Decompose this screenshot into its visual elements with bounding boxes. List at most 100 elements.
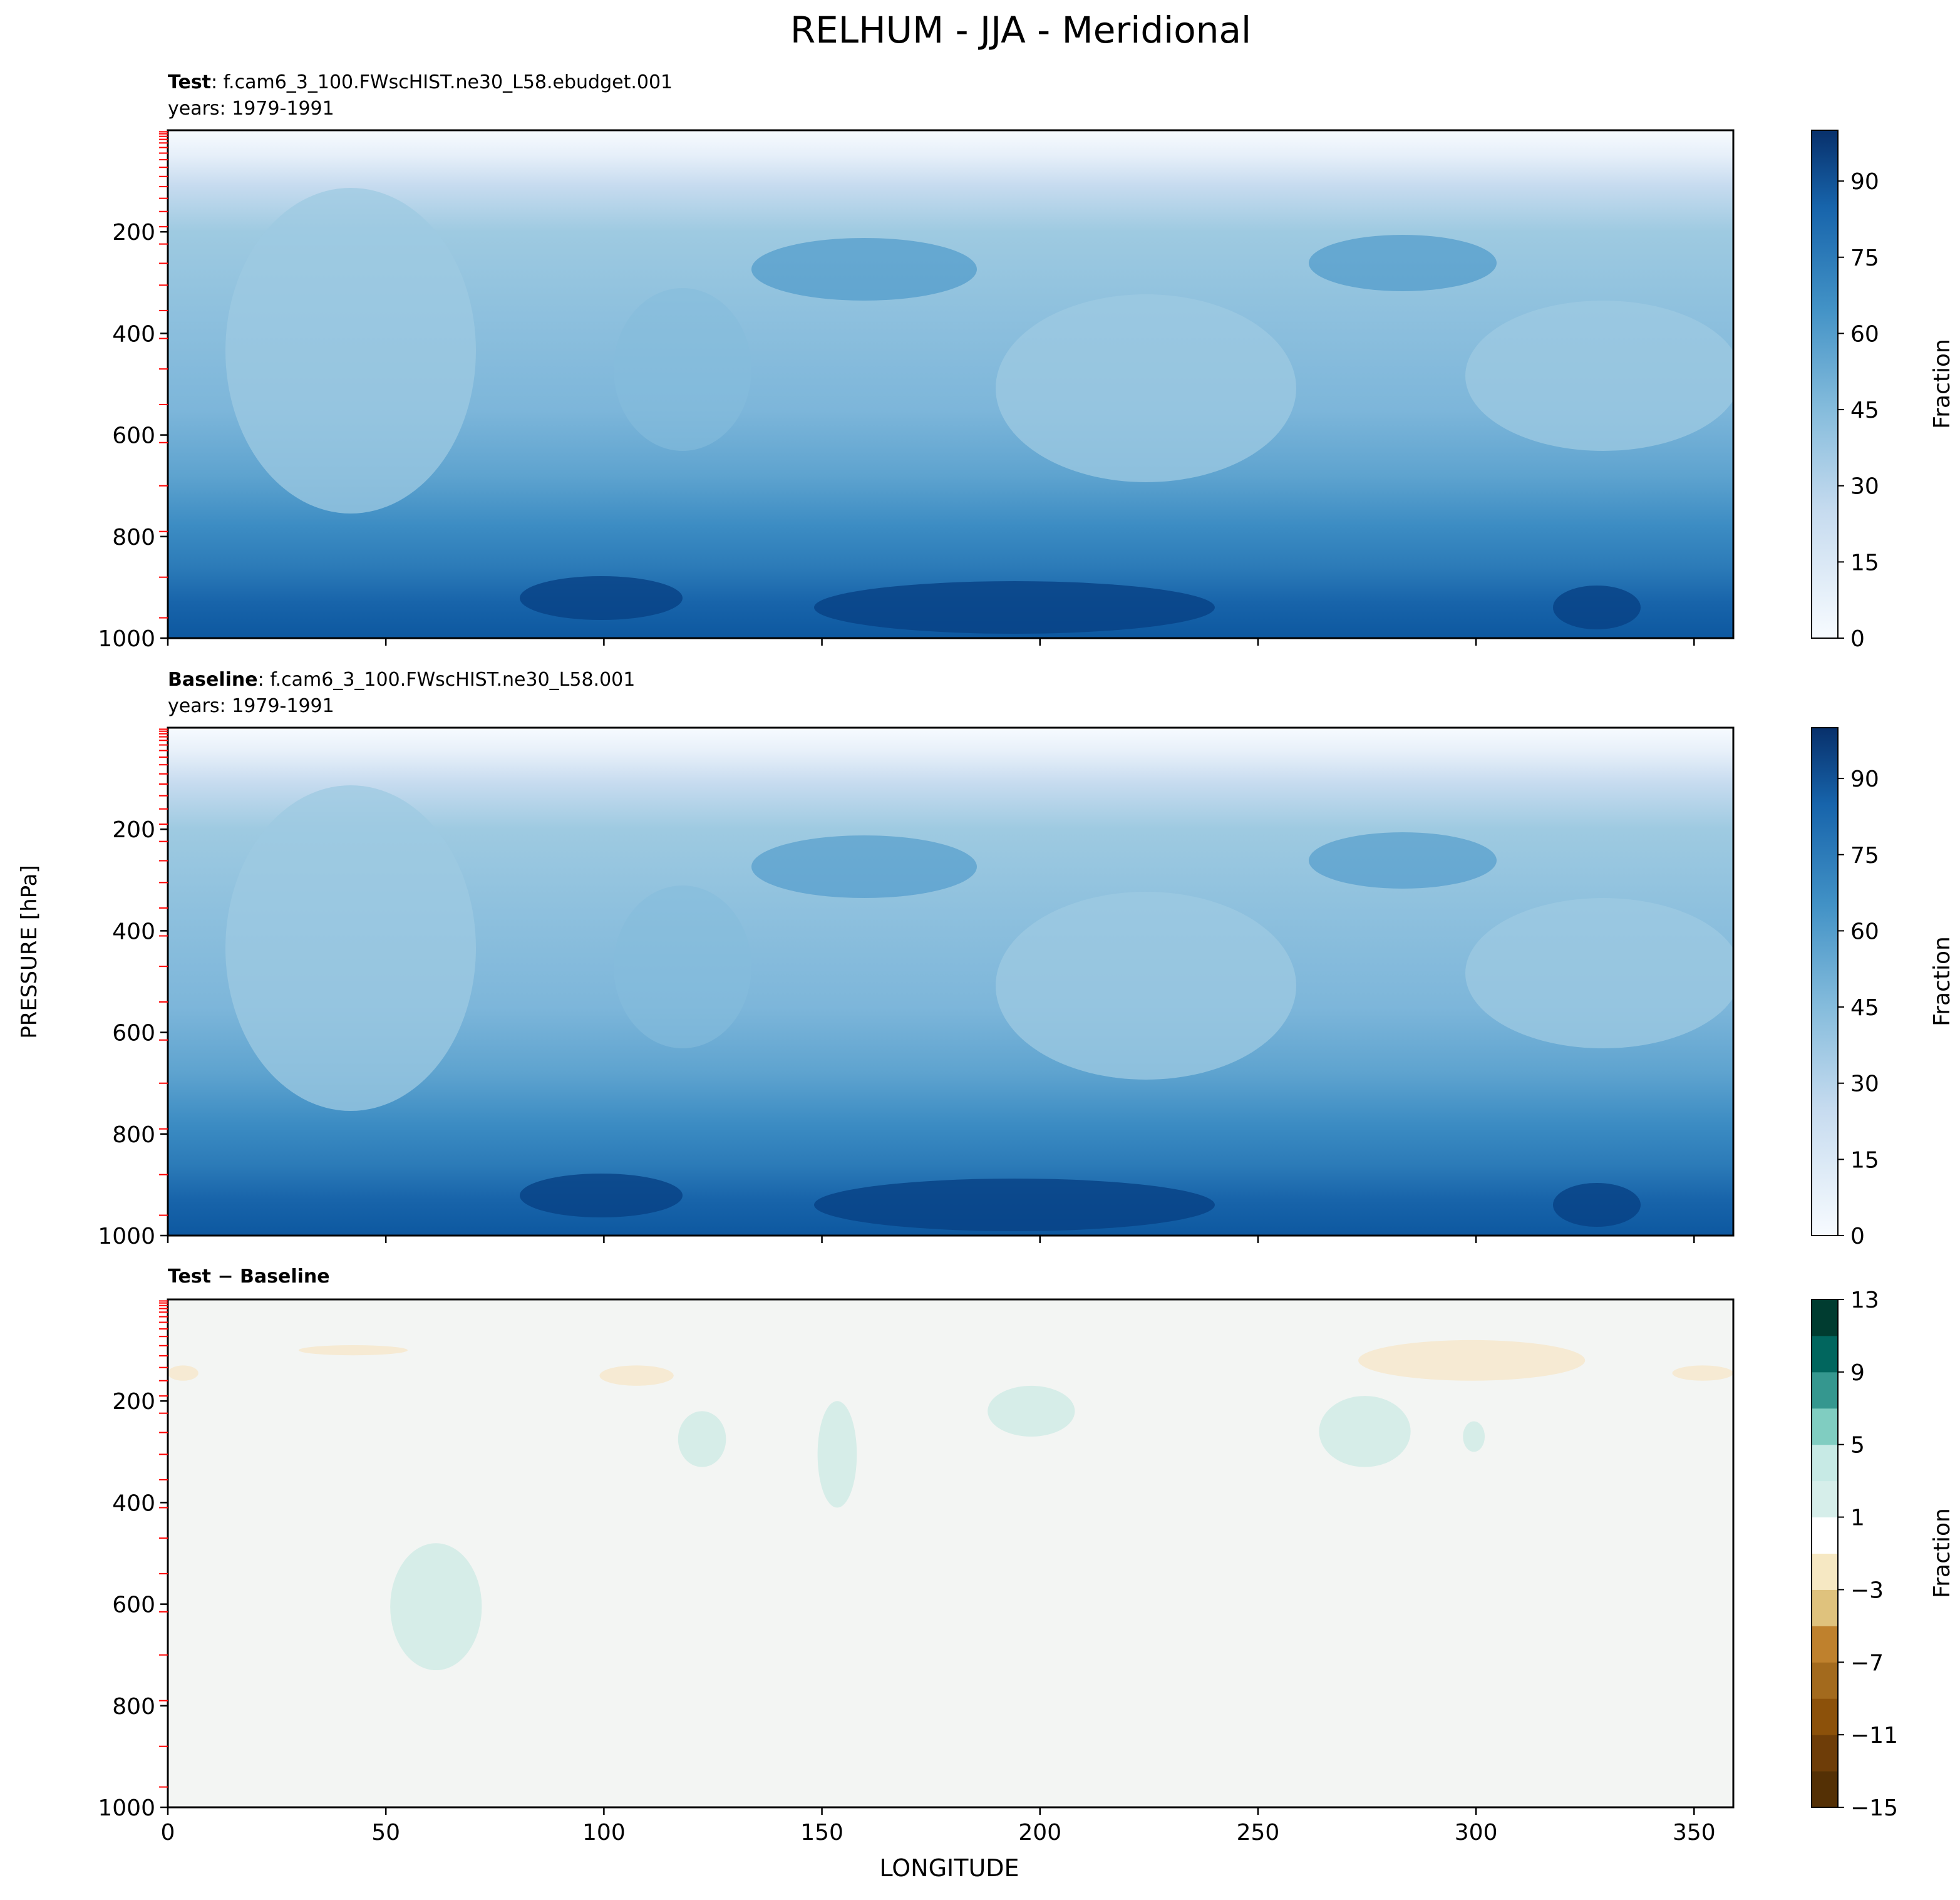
- panel-baseline-label: Baseline: f.cam6_3_100.FWscHIST.ne30_L58…: [168, 669, 635, 691]
- panel-test-dry-blob-2: [614, 288, 751, 451]
- colorbar-band: [1812, 1553, 1838, 1590]
- colorbar-tick-label: 45: [1850, 398, 1879, 423]
- negative-difference-region: [298, 1345, 408, 1356]
- colorbar-band: [1812, 1480, 1838, 1518]
- colorbar-band: [1812, 1299, 1838, 1336]
- y-axis-label: PRESSURE [hPa]: [17, 865, 42, 1038]
- panel-baseline-colorbar: 0 15 30 45 60 75 90 Fraction: [1811, 727, 1955, 1249]
- colorbar-tick-label: −15: [1850, 1795, 1898, 1821]
- y-tick-label: 800: [112, 1694, 155, 1720]
- panel-test-wet-band-2: [814, 581, 1215, 634]
- colorbar-band: [1812, 1444, 1838, 1482]
- panel-difference-label: Test − Baseline: [168, 1266, 330, 1288]
- y-tick-label: 200: [112, 220, 155, 245]
- panel-baseline-wet-band-2: [814, 1179, 1215, 1231]
- panel-baseline-moist-2: [1309, 832, 1497, 889]
- panel-difference-colorbar-bands: [1812, 1299, 1838, 1808]
- panel-test-y-ticks: 200 400 600 800 1000: [98, 220, 168, 652]
- colorbar-band: [1812, 1335, 1838, 1373]
- y-tick-label: 400: [112, 321, 155, 347]
- colorbar-tick-label: 1: [1850, 1505, 1865, 1531]
- y-tick-label: 600: [112, 1593, 155, 1618]
- colorbar-band: [1812, 1771, 1838, 1808]
- panel-baseline-wet-band-1: [520, 1174, 683, 1217]
- panel-difference-level-ticks: [159, 1300, 168, 1788]
- colorbar-tick-label: 15: [1850, 550, 1879, 576]
- panel-test-moist-2: [1309, 235, 1497, 291]
- panel-test-wet-band-3: [1553, 586, 1641, 629]
- positive-difference-region: [678, 1411, 726, 1467]
- panel-test: Test: f.cam6_3_100.FWscHIST.ne30_L58.ebu…: [98, 71, 1955, 652]
- x-tick-label: 50: [371, 1820, 400, 1846]
- y-tick-label: 200: [112, 817, 155, 843]
- colorbar-tick-label: 90: [1850, 169, 1879, 195]
- colorbar-tick-label: 15: [1850, 1147, 1879, 1173]
- colorbar-band: [1812, 1408, 1838, 1445]
- panel-baseline-frame: [167, 726, 1735, 1237]
- panel-baseline-label-bold: Baseline: [168, 669, 258, 691]
- panel-test-x-ticks: [167, 638, 1695, 646]
- panel-baseline-colorbar-ticks: 0 15 30 45 60 75 90: [1838, 767, 1879, 1249]
- panel-test-field: [168, 130, 1733, 638]
- y-tick-label: 800: [112, 1122, 155, 1148]
- colorbar-tick-label: 30: [1850, 474, 1879, 500]
- x-tick-label: 0: [161, 1820, 175, 1846]
- negative-difference-region: [168, 1365, 199, 1381]
- panel-baseline-colorbar-frame: [1811, 727, 1839, 1236]
- y-tick-label: 1000: [98, 626, 155, 652]
- panel-test-label-bold: Test: [168, 71, 211, 93]
- panel-difference-y-ticks: 200 400 600 800 1000: [98, 1389, 168, 1821]
- colorbar-tick-label: −11: [1850, 1723, 1898, 1748]
- panel-test-colorbar: 0 15 30 45 60 75 90 Fraction: [1811, 130, 1955, 652]
- colorbar-band: [1812, 1517, 1838, 1554]
- negative-difference-region: [1358, 1340, 1586, 1381]
- panel-baseline-years: years: 1979-1991: [168, 695, 334, 717]
- positive-difference-region: [1319, 1396, 1411, 1467]
- y-tick-label: 600: [112, 1021, 155, 1046]
- panel-difference-regions: [168, 1340, 1733, 1671]
- panel-test-frame: [167, 129, 1735, 639]
- colorbar-tick-label: 9: [1850, 1360, 1865, 1386]
- x-tick-label: 350: [1673, 1820, 1716, 1846]
- panel-difference-colorbar-frame: [1811, 1299, 1839, 1808]
- colorbar-tick-label: 13: [1850, 1288, 1879, 1313]
- colorbar-tick-label: 90: [1850, 767, 1879, 792]
- panel-test-dry-blob-1: [225, 188, 476, 514]
- negative-difference-region: [599, 1365, 674, 1386]
- panel-test-colorbar-fill: [1812, 130, 1838, 638]
- panel-baseline-colorbar-label: Fraction: [1929, 936, 1955, 1026]
- colorbar-tick-label: 60: [1850, 919, 1879, 944]
- panel-difference-colorbar-ticks: 13 9 5 1 −3 −7 −11 −15: [1838, 1288, 1898, 1821]
- y-tick-label: 600: [112, 423, 155, 449]
- colorbar-band: [1812, 1735, 1838, 1772]
- panel-test-moist-1: [751, 238, 977, 301]
- colorbar-tick-label: −7: [1850, 1650, 1884, 1676]
- figure-title: RELHUM - JJA - Meridional: [790, 9, 1251, 51]
- colorbar-tick-label: 5: [1850, 1433, 1865, 1459]
- y-tick-label: 400: [112, 1490, 155, 1516]
- colorbar-band: [1812, 1371, 1838, 1409]
- panel-test-colorbar-frame: [1811, 130, 1839, 639]
- y-tick-label: 800: [112, 525, 155, 550]
- colorbar-band: [1812, 1698, 1838, 1735]
- x-tick-label: 100: [582, 1820, 626, 1846]
- panel-baseline-dry-blob-4: [1465, 898, 1733, 1048]
- x-axis-label: LONGITUDE: [879, 1854, 1019, 1882]
- panel-baseline-level-ticks: [159, 728, 168, 1216]
- panel-difference-x-ticks: 0 50 100 150 200 250 300 350: [161, 1807, 1716, 1846]
- x-tick-label: 150: [800, 1820, 843, 1846]
- panel-test-label: Test: f.cam6_3_100.FWscHIST.ne30_L58.ebu…: [168, 71, 673, 93]
- panel-test-wet-band-1: [520, 576, 683, 620]
- y-tick-label: 1000: [98, 1224, 155, 1249]
- panel-baseline-colorbar-fill: [1812, 728, 1838, 1236]
- panel-difference-frame: [167, 1298, 1735, 1809]
- x-tick-label: 300: [1455, 1820, 1498, 1846]
- panel-baseline: Baseline: f.cam6_3_100.FWscHIST.ne30_L58…: [98, 669, 1955, 1249]
- panel-baseline-field: [168, 728, 1733, 1236]
- panel-difference-colorbar: 13 9 5 1 −3 −7 −11 −15 Fraction: [1811, 1288, 1955, 1821]
- panel-difference: Test − Baseline 0 50 100 150 200 250 300 350 20…: [98, 1266, 1955, 1846]
- colorbar-tick-label: 60: [1850, 321, 1879, 347]
- panel-baseline-dry-blob-2: [614, 885, 751, 1048]
- positive-difference-region: [1463, 1421, 1485, 1452]
